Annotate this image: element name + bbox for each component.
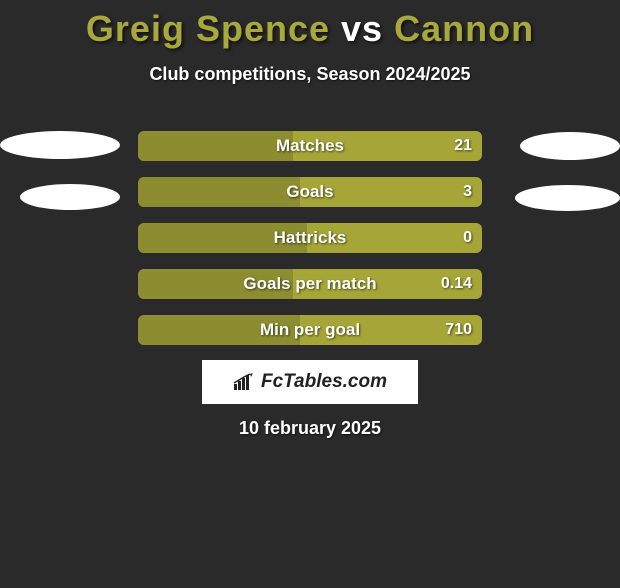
stat-label: Matches (138, 131, 482, 161)
stat-bars: Matches 21 Goals 3 Hattricks 0 Goals per… (138, 131, 482, 361)
stat-label: Hattricks (138, 223, 482, 253)
stat-value: 710 (445, 315, 472, 345)
player2-marker-2 (515, 185, 620, 211)
player2-marker-1 (520, 132, 620, 160)
comparison-title: Greig Spence vs Cannon (0, 8, 620, 50)
stat-value: 3 (463, 177, 472, 207)
stat-label: Goals per match (138, 269, 482, 299)
date-text: 10 february 2025 (0, 418, 620, 439)
subtitle-text: Club competitions, Season 2024/2025 (0, 64, 620, 85)
stat-bar-goals-per-match: Goals per match 0.14 (138, 269, 482, 299)
stat-bar-matches: Matches 21 (138, 131, 482, 161)
player1-marker-2 (20, 184, 120, 210)
vs-text: vs (341, 8, 383, 49)
stat-value: 0.14 (441, 269, 472, 299)
source-logo: FcTables.com (202, 360, 418, 404)
stat-label: Goals (138, 177, 482, 207)
player1-name: Greig Spence (86, 8, 330, 49)
stat-bar-hattricks: Hattricks 0 (138, 223, 482, 253)
bar-chart-icon (233, 373, 255, 391)
player1-marker-1 (0, 131, 120, 159)
stat-value: 21 (454, 131, 472, 161)
stat-label: Min per goal (138, 315, 482, 345)
stat-bar-goals: Goals 3 (138, 177, 482, 207)
player2-name: Cannon (394, 8, 534, 49)
stat-bar-min-per-goal: Min per goal 710 (138, 315, 482, 345)
stat-value: 0 (463, 223, 472, 253)
source-logo-text: FcTables.com (261, 371, 387, 393)
